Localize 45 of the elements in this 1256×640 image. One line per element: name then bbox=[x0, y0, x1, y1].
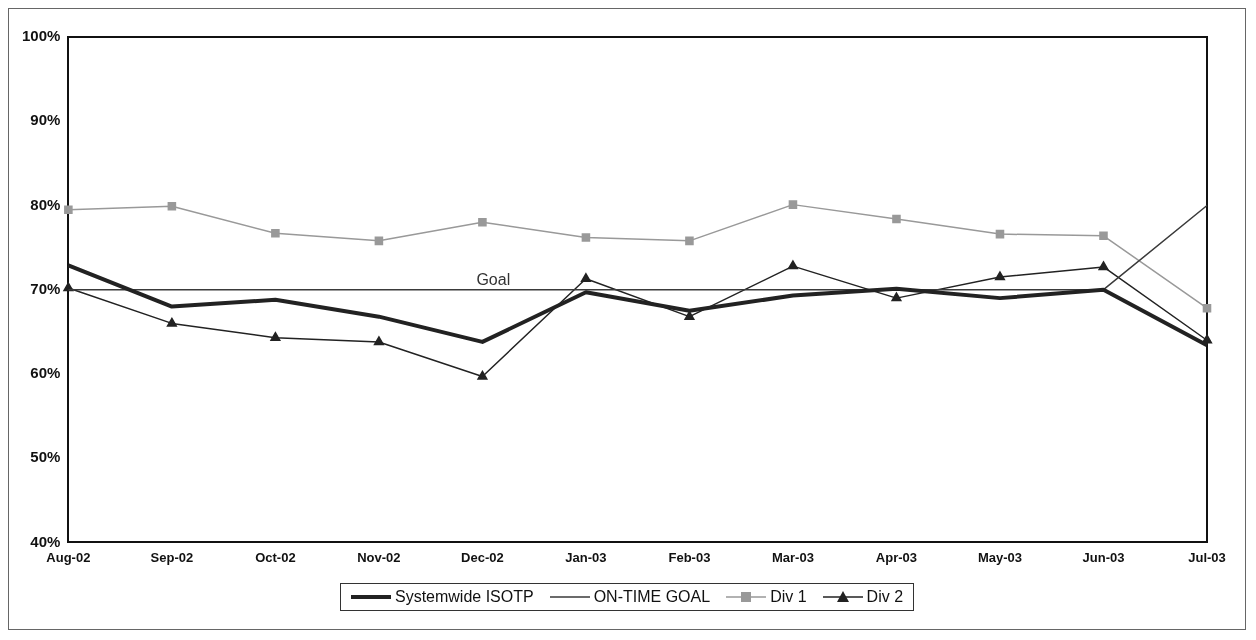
point bbox=[64, 205, 73, 214]
point bbox=[270, 331, 281, 341]
x-tick-label: Jan-03 bbox=[565, 549, 607, 565]
y-tick-label: 100% bbox=[21, 27, 61, 45]
point bbox=[271, 228, 280, 238]
y-tick-label: 70% bbox=[30, 279, 61, 297]
x-tick-label: Mar-03 bbox=[771, 549, 814, 565]
x-tick-label: May-03 bbox=[977, 549, 1023, 565]
point bbox=[787, 260, 799, 270]
point bbox=[374, 236, 384, 246]
x-tick-label: Jul-03 bbox=[1188, 549, 1226, 565]
annotation: Goal bbox=[476, 271, 511, 289]
legend-label: Div 1 bbox=[770, 588, 807, 606]
point bbox=[478, 218, 487, 227]
y-tick-label: 50% bbox=[30, 448, 61, 466]
y-tick-label: 80% bbox=[30, 195, 61, 213]
point bbox=[1098, 261, 1109, 271]
point bbox=[477, 370, 488, 380]
point bbox=[1099, 231, 1108, 241]
point bbox=[580, 273, 592, 282]
x-tick-label: Nov-02 bbox=[357, 549, 401, 565]
point bbox=[685, 236, 694, 246]
x-tick-label: Aug-02 bbox=[46, 549, 91, 565]
point bbox=[1202, 303, 1212, 313]
point bbox=[166, 317, 177, 327]
point bbox=[167, 202, 177, 211]
legend-label: ON-TIME GOAL bbox=[593, 588, 711, 606]
point bbox=[581, 233, 591, 242]
x-tick-label: Sep-02 bbox=[150, 549, 194, 565]
x-tick-label: Feb-03 bbox=[668, 549, 711, 565]
y-tick-label: 60% bbox=[30, 364, 61, 382]
y-tick-label: 40% bbox=[30, 532, 61, 550]
x-tick-label: Oct-02 bbox=[255, 549, 296, 565]
point bbox=[891, 292, 902, 302]
point bbox=[994, 271, 1006, 281]
x-tick-label: Dec-02 bbox=[461, 549, 504, 565]
point bbox=[788, 200, 798, 209]
x-tick-label: Jun-03 bbox=[1082, 549, 1125, 565]
point bbox=[892, 214, 901, 224]
point bbox=[373, 336, 384, 346]
legend-label: Div 2 bbox=[866, 588, 904, 606]
legend-label: Systemwide ISOTP bbox=[394, 588, 534, 606]
point bbox=[995, 229, 1005, 239]
y-tick-label: 90% bbox=[30, 111, 61, 129]
x-tick-label: Apr-03 bbox=[875, 549, 918, 565]
